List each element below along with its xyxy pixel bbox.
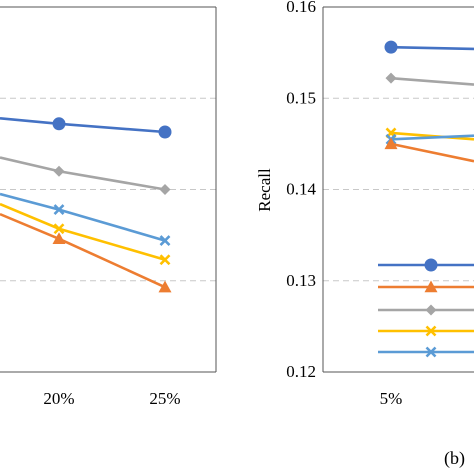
- series-line: [390, 131, 474, 141]
- data-point: [159, 184, 171, 195]
- data-point: [53, 223, 65, 235]
- data-point: [53, 204, 65, 215]
- series-line: [0, 117, 166, 134]
- series-line: [0, 212, 166, 289]
- data-point: [52, 117, 66, 131]
- data-point: [159, 254, 171, 266]
- y-tick-label: 0.14: [286, 180, 316, 199]
- x-tick-label: 5%: [380, 389, 403, 408]
- data-point: [159, 235, 171, 247]
- y-tick-label: 0.15: [286, 88, 316, 107]
- series-line: [390, 45, 474, 51]
- legend-marker: [425, 304, 437, 316]
- x-tick-label: 20%: [43, 389, 74, 408]
- panel-b-chart: 0.12 0.13 0.14 0.15 0.16 5% Recall (b): [255, 0, 474, 469]
- series-line: [0, 202, 166, 262]
- y-tick-label: 0.12: [286, 362, 316, 381]
- y-tick-label: 0.13: [286, 271, 316, 290]
- x-tick-label: 25%: [149, 389, 180, 408]
- series-line: [390, 134, 474, 141]
- legend-marker: [425, 325, 437, 337]
- data-point: [52, 232, 66, 244]
- series-line: [0, 156, 166, 191]
- data-point: [158, 280, 172, 293]
- legend-marker: [425, 346, 437, 358]
- series-line: [390, 76, 474, 86]
- series-line: [390, 142, 474, 163]
- panel-label: (b): [444, 448, 465, 469]
- data-point: [384, 137, 398, 150]
- data-point: [53, 165, 65, 177]
- legend-marker: [424, 258, 438, 272]
- panel-a-chart: 20% 25%: [0, 6, 217, 408]
- data-point: [158, 125, 172, 139]
- data-point: [384, 40, 398, 54]
- y-axis-title: Recall: [255, 168, 274, 212]
- legend-marker: [424, 280, 438, 293]
- data-point: [385, 72, 397, 84]
- series-line: [0, 192, 166, 242]
- y-tick-label: 0.16: [286, 0, 316, 16]
